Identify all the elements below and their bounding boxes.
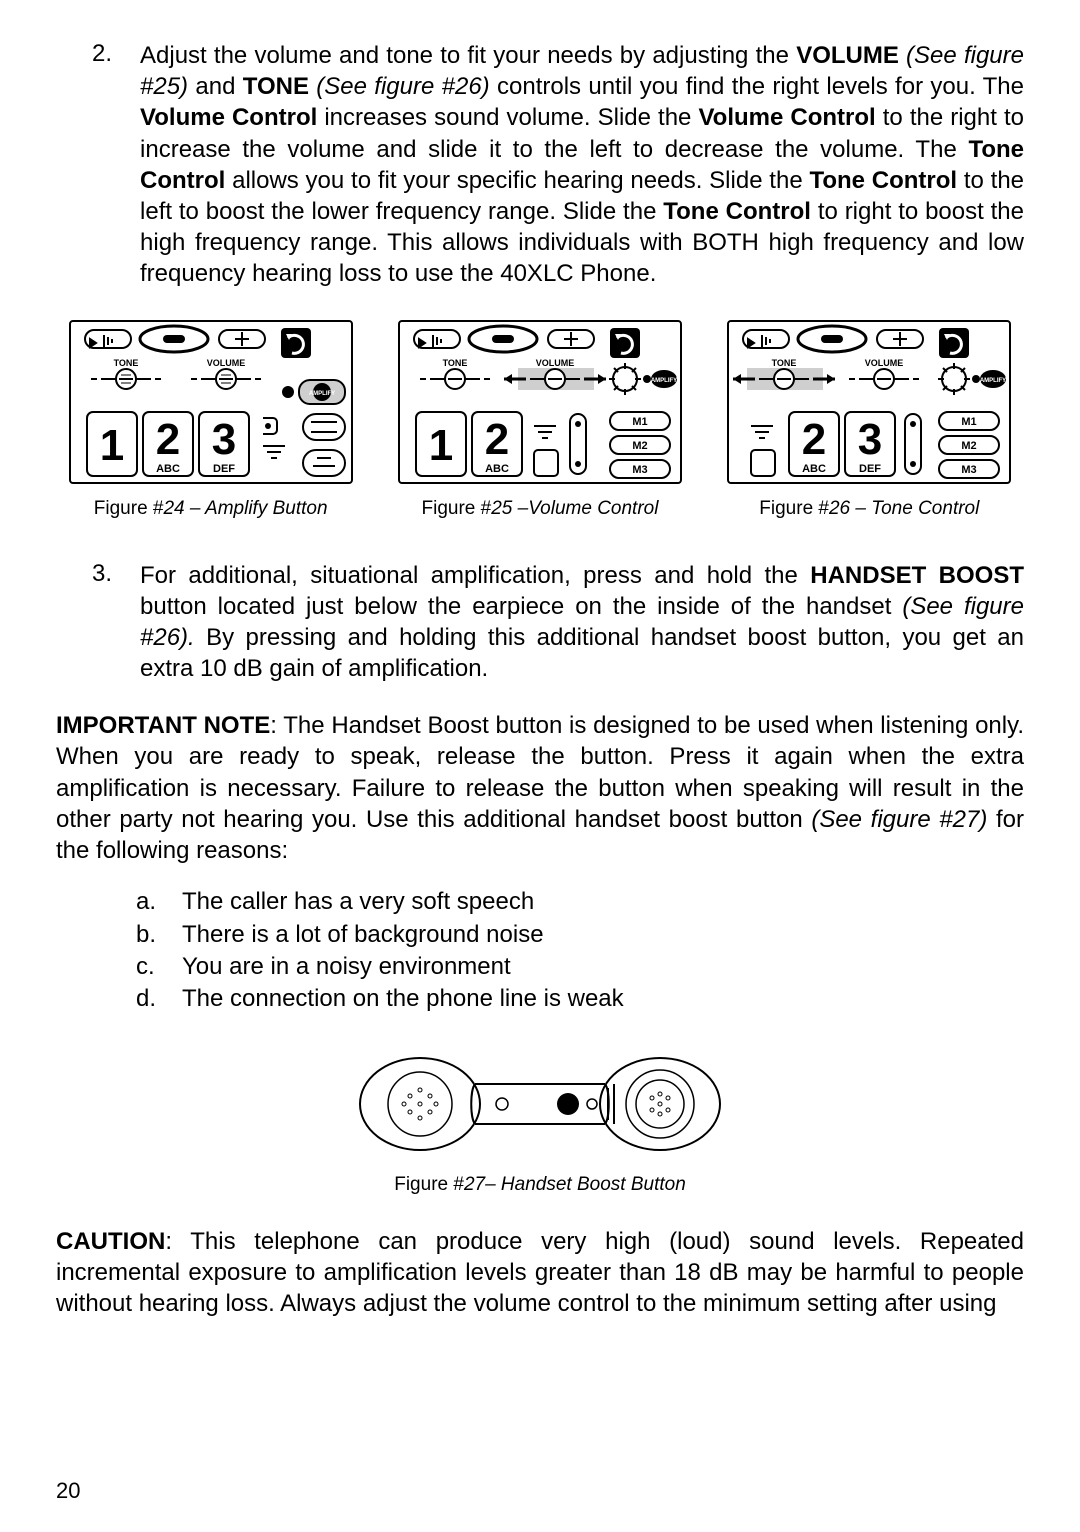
figure-title: 24 – Amplify Button: [163, 498, 327, 519]
reason-c-text: You are in a noisy environment: [182, 951, 511, 983]
list-number-3: 3.: [92, 560, 112, 685]
svg-text:3: 3: [211, 415, 235, 464]
figure-24: TONE VOLUME: [56, 320, 365, 520]
reason-a-text: The caller has a very soft speech: [182, 886, 534, 918]
page-number: 20: [56, 1478, 80, 1504]
figure-26: TONE VOLUME: [715, 320, 1024, 520]
svg-text:1: 1: [99, 421, 123, 470]
volume-control-term: Volume Control: [698, 104, 875, 131]
list-body-2: Adjust the volume and tone to fit your n…: [140, 40, 1024, 290]
reason-d: d. The connection on the phone line is we…: [136, 983, 1024, 1015]
text: controls until you find the right levels…: [490, 73, 1024, 100]
svg-text:AMPLIFY: AMPLIFY: [651, 378, 677, 384]
text: Adjust the volume and tone to fit your n…: [140, 42, 796, 69]
figure-27: Figure #27– Handset Boost Button: [56, 1044, 1024, 1196]
figure-25-caption: Figure #25 –Volume Control: [422, 498, 659, 520]
tone-control-term: Tone Control: [809, 167, 957, 194]
svg-text:ABC: ABC: [156, 463, 180, 475]
figure-lead: Figure #: [394, 1174, 464, 1195]
volume-label: VOLUME: [206, 358, 245, 368]
figure-27-caption: Figure #27– Handset Boost Button: [394, 1174, 686, 1196]
text: button located just below the earpiece o…: [140, 593, 902, 620]
figure-25-panel: TONE VOLUME: [398, 320, 682, 484]
svg-text:AMPLIFY: AMPLIFY: [308, 391, 334, 397]
page: 2. Adjust the volume and tone to fit you…: [0, 0, 1080, 1532]
svg-text:ABC: ABC: [485, 463, 509, 475]
reason-c-label: c.: [136, 951, 162, 983]
reason-a-label: a.: [136, 886, 162, 918]
svg-text:TONE: TONE: [772, 358, 797, 368]
handset-boost-term: HANDSET BOOST: [810, 562, 1024, 589]
figure-lead: Figure #: [94, 498, 164, 519]
svg-text:M2: M2: [632, 440, 647, 452]
list-item-2: 2. Adjust the volume and tone to fit you…: [92, 40, 1024, 290]
see-figure-27-ref: (See figure #27): [811, 806, 987, 833]
svg-text:2: 2: [485, 415, 509, 464]
figure-26-panel: TONE VOLUME: [727, 320, 1011, 484]
tone-keyword: TONE: [243, 73, 309, 100]
svg-text:M2: M2: [962, 440, 977, 452]
handset-diagram: [340, 1044, 740, 1164]
figure-lead: Figure #: [759, 498, 829, 519]
svg-text:VOLUME: VOLUME: [865, 358, 904, 368]
text: and: [188, 73, 243, 100]
svg-text:M3: M3: [962, 464, 977, 476]
reason-a: a. The caller has a very soft speech: [136, 886, 1024, 918]
volume-control-term: Volume Control: [140, 104, 317, 131]
figure-row: TONE VOLUME: [56, 320, 1024, 520]
list-number-2: 2.: [92, 40, 112, 290]
text: allows you to fit your specific hearing …: [225, 167, 809, 194]
svg-text:ABC: ABC: [802, 463, 826, 475]
tone-label: TONE: [113, 358, 138, 368]
reason-d-label: d.: [136, 983, 162, 1015]
svg-text:3: 3: [858, 415, 882, 464]
reason-c: c. You are in a noisy environment: [136, 951, 1024, 983]
reason-b: b. There is a lot of background noise: [136, 919, 1024, 951]
figure-lead: Figure #: [422, 498, 492, 519]
see-figure-26-ref: (See figure #26): [309, 73, 490, 100]
figure-25: TONE VOLUME: [385, 320, 694, 520]
svg-text:AMPLIFY: AMPLIFY: [980, 378, 1006, 384]
reason-d-text: The connection on the phone line is weak: [182, 983, 624, 1015]
important-note: IMPORTANT NOTE: The Handset Boost button…: [56, 710, 1024, 866]
svg-text:M3: M3: [632, 464, 647, 476]
list-body-3: For additional, situational amplificatio…: [140, 560, 1024, 685]
figure-24-caption: Figure #24 – Amplify Button: [94, 498, 328, 520]
figure-24-panel: TONE VOLUME: [69, 320, 353, 484]
svg-text:M1: M1: [632, 416, 647, 428]
figure-title: 25 –Volume Control: [491, 498, 658, 519]
figure-title: 27– Handset Boost Button: [464, 1174, 686, 1195]
svg-text:2: 2: [802, 415, 826, 464]
reasons-list: a. The caller has a very soft speech b. Th…: [136, 886, 1024, 1016]
caution-label: CAUTION: [56, 1228, 165, 1255]
text: increases sound volume. Slide the: [317, 104, 698, 131]
svg-text:M1: M1: [962, 416, 977, 428]
svg-text:2: 2: [155, 415, 179, 464]
svg-text:1: 1: [429, 421, 453, 470]
svg-text:VOLUME: VOLUME: [536, 358, 575, 368]
list-item-3: 3. For additional, situational amplifica…: [92, 560, 1024, 685]
tone-control-term: Tone Control: [663, 198, 811, 225]
caution-paragraph: CAUTION: This telephone can produce very…: [56, 1226, 1024, 1320]
figure-title: 26 – Tone Control: [829, 498, 979, 519]
reason-b-text: There is a lot of background noise: [182, 919, 544, 951]
svg-text:TONE: TONE: [443, 358, 468, 368]
reason-b-label: b.: [136, 919, 162, 951]
text: For additional, situational amplificatio…: [140, 562, 810, 589]
figure-26-caption: Figure #26 – Tone Control: [759, 498, 979, 520]
important-note-label: IMPORTANT NOTE: [56, 712, 270, 739]
svg-text:DEF: DEF: [859, 463, 881, 475]
volume-keyword: VOLUME: [796, 42, 899, 69]
svg-text:DEF: DEF: [213, 463, 235, 475]
caution-text: : This telephone can produce very high (…: [56, 1228, 1024, 1317]
text: By pressing and holding this additional …: [140, 624, 1024, 682]
